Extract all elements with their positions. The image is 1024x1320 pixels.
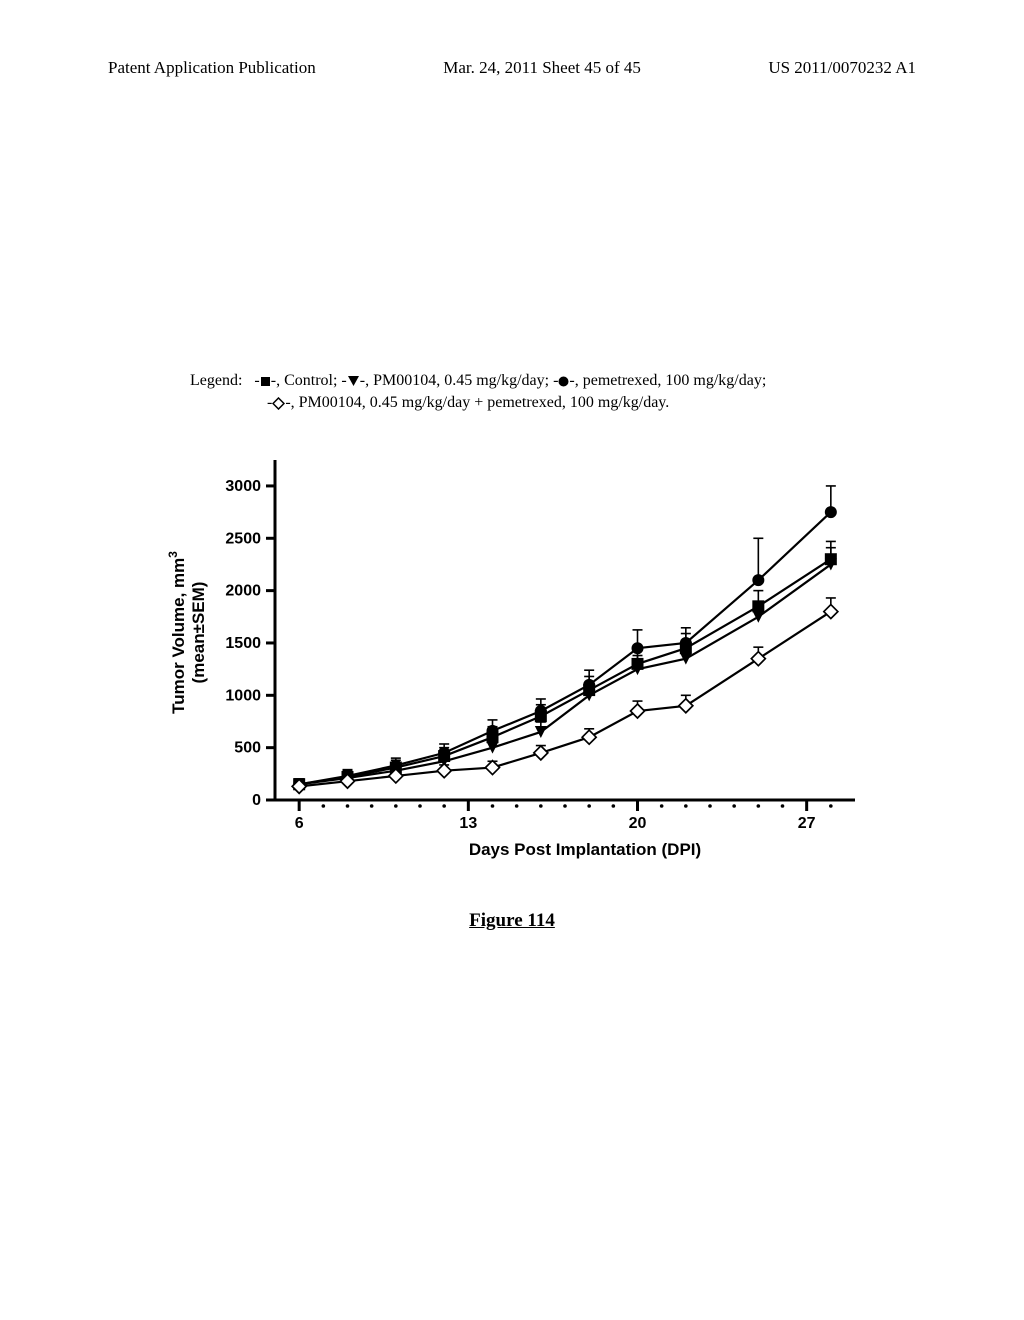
legend-item-text: , pemetrexed, 100 mg/kg/day; (575, 372, 767, 389)
svg-text:Days Post Implantation (DPI): Days Post Implantation (DPI) (469, 840, 701, 859)
svg-text:Tumor Volume, mm3: Tumor Volume, mm3 (166, 551, 188, 714)
svg-text:6: 6 (295, 815, 304, 832)
legend-sep: - (246, 372, 259, 389)
circle-icon (558, 376, 569, 387)
svg-text:27: 27 (798, 815, 816, 832)
svg-text:(mean±SEM): (mean±SEM) (189, 582, 208, 684)
legend-item-text: , Control; (276, 372, 341, 389)
square-icon (260, 376, 271, 387)
legend-item-text: , PM00104, 0.45 mg/kg/day; (365, 372, 553, 389)
svg-text:0: 0 (252, 792, 261, 809)
legend-line-1: Legend: --, Control; --, PM00104, 0.45 m… (190, 370, 870, 392)
legend-line-2: --, PM00104, 0.45 mg/kg/day + pemetrexed… (190, 392, 870, 414)
header-right: US 2011/0070232 A1 (768, 58, 916, 78)
triangle-down-icon (347, 375, 360, 387)
header-left: Patent Application Publication (108, 58, 316, 78)
svg-text:1000: 1000 (225, 687, 261, 704)
page-header: Patent Application Publication Mar. 24, … (0, 58, 1024, 78)
svg-text:2000: 2000 (225, 583, 261, 600)
legend-item-text: , PM00104, 0.45 mg/kg/day + pemetrexed, … (291, 394, 670, 411)
diamond-icon (272, 397, 285, 410)
chart-svg: 0 500 1000 1500 2000 2500 3000 6 13 20 27 Tumor Vol… (155, 450, 875, 870)
figure-label: Figure 114 (0, 910, 1024, 932)
header-center: Mar. 24, 2011 Sheet 45 of 45 (443, 58, 641, 78)
legend: Legend: --, Control; --, PM00104, 0.45 m… (190, 370, 870, 415)
svg-text:1500: 1500 (225, 635, 261, 652)
svg-text:13: 13 (459, 815, 477, 832)
svg-text:500: 500 (234, 740, 261, 757)
svg-text:2500: 2500 (225, 530, 261, 547)
tumor-volume-chart: 0 500 1000 1500 2000 2500 3000 6 13 20 27 Tumor Vol… (155, 450, 875, 870)
legend-prefix: Legend: (190, 372, 242, 389)
svg-text:20: 20 (629, 815, 647, 832)
svg-text:3000: 3000 (225, 478, 261, 495)
